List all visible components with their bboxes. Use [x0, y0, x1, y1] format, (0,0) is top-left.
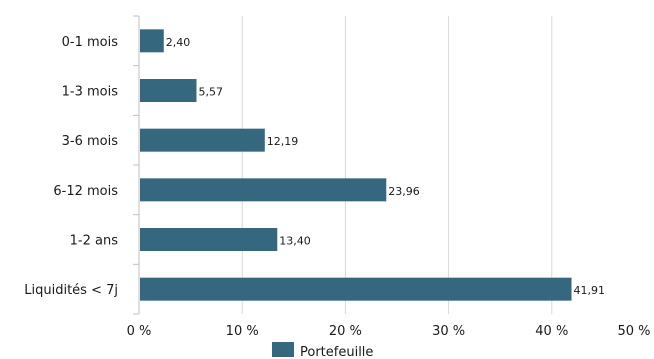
- data-label: 5,57: [198, 86, 223, 99]
- category-label: 1-2 ans: [70, 234, 119, 249]
- x-tick-label: 0 %: [127, 324, 152, 339]
- category-label: Liquidités < 7j: [24, 283, 118, 298]
- bar: [140, 79, 197, 102]
- data-labels: 2,40 5,57 12,19 23,96 13,40 41,91: [166, 36, 605, 297]
- category-label: 6-12 mois: [53, 184, 118, 199]
- category-labels: 0-1 mois 1-3 mois 3-6 mois 6-12 mois 1-2 ans…: [24, 35, 118, 298]
- bar: [140, 178, 387, 202]
- category-label: 0-1 mois: [62, 35, 119, 50]
- data-label: 12,19: [267, 135, 299, 148]
- category-label: 3-6 mois: [62, 134, 119, 149]
- bar: [140, 29, 164, 53]
- bar: [140, 228, 278, 251]
- category-label: 1-3 mois: [62, 85, 119, 100]
- bars: [140, 29, 572, 301]
- legend-label-portefeuille: Portefeuille: [300, 345, 373, 359]
- data-label: 13,40: [279, 235, 311, 248]
- data-label: 41,91: [574, 284, 606, 297]
- legend: Portefeuille: [272, 342, 373, 359]
- data-label: 2,40: [166, 36, 191, 49]
- data-label: 23,96: [388, 185, 420, 198]
- x-tick-labels: 0 % 10 % 20 % 30 % 40 % 50 %: [127, 324, 651, 339]
- bar: [140, 277, 572, 301]
- x-tick-label: 40 %: [535, 324, 568, 339]
- legend-swatch-portefeuille: [272, 342, 294, 357]
- x-tick-label: 30 %: [432, 324, 465, 339]
- category-axis: [133, 15, 140, 315]
- x-tick-label: 20 %: [329, 324, 362, 339]
- x-tick-label: 10 %: [226, 324, 259, 339]
- vertical-gridlines: [241, 16, 553, 314]
- x-tick-label: 50 %: [617, 324, 650, 339]
- bar: [140, 128, 265, 152]
